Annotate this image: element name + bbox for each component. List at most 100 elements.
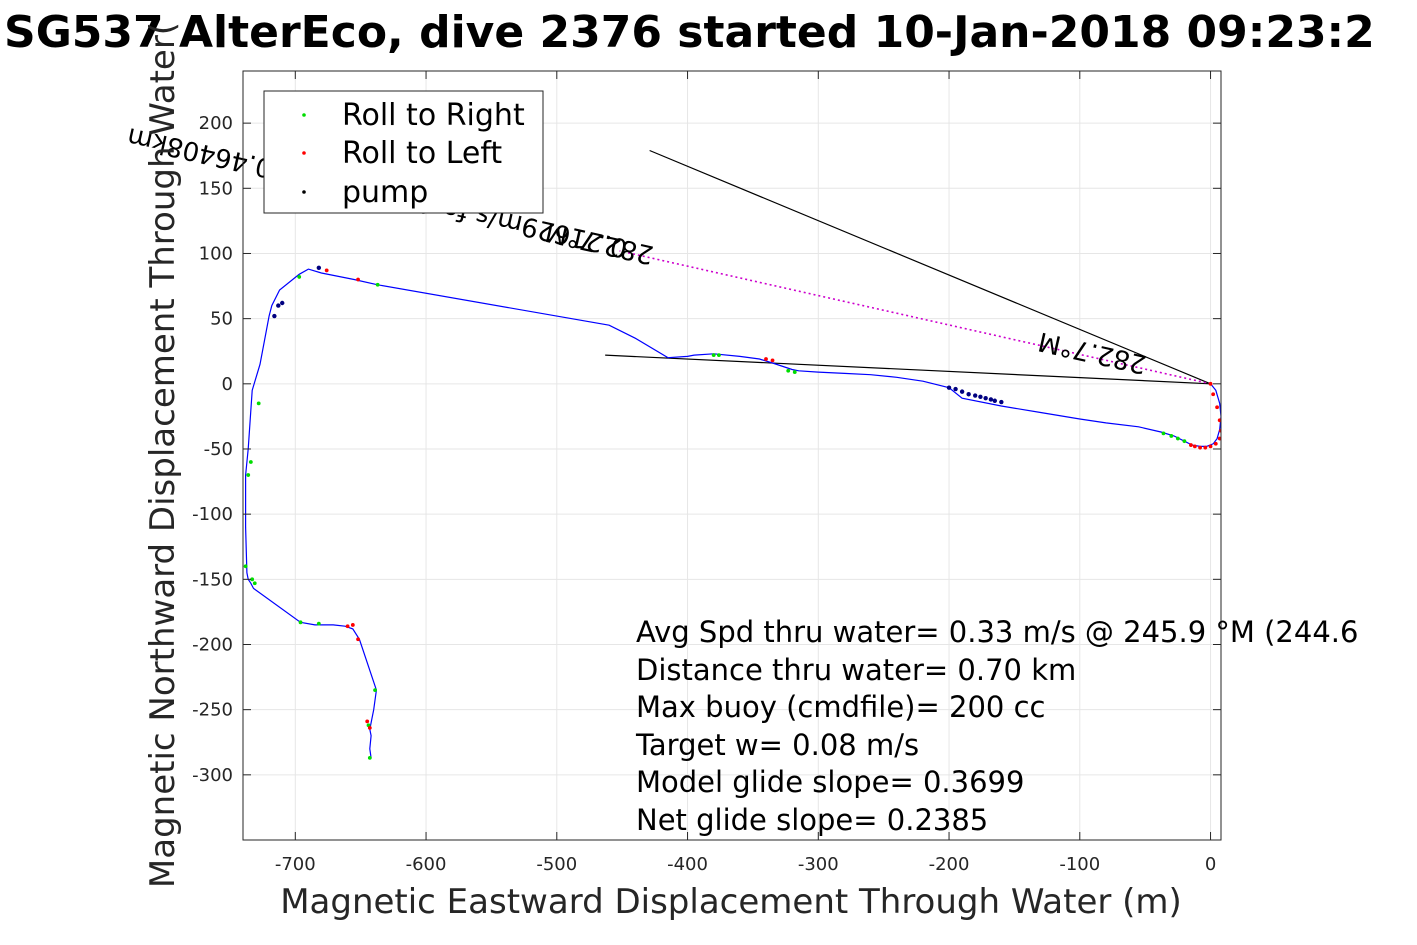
- marker-roll-to-left: [1198, 445, 1202, 450]
- marker-pump: [988, 397, 994, 402]
- marker-pump: [999, 399, 1004, 405]
- marker-roll-to-left: [764, 357, 768, 361]
- marker-roll-to-left: [356, 637, 360, 642]
- legend-marker-pump: [302, 190, 306, 194]
- marker-roll-to-right: [711, 353, 716, 358]
- marker-roll-to-left: [356, 277, 360, 282]
- marker-roll-to-right: [243, 564, 248, 569]
- marker-roll-to-right: [367, 755, 372, 760]
- y-tick-label: -50: [204, 439, 233, 460]
- marker-roll-to-right: [1169, 434, 1174, 438]
- marker-pump: [992, 398, 998, 403]
- y-tick-label: -250: [192, 700, 233, 721]
- marker-roll-to-left: [1208, 381, 1213, 386]
- y-tick-label: -100: [192, 504, 233, 525]
- marker-roll-to-left: [1211, 392, 1216, 397]
- axis-ticks: [243, 71, 1221, 840]
- marker-roll-to-right: [297, 275, 302, 279]
- marker-pump: [316, 265, 322, 271]
- legend: Roll to Right Roll to Left pump: [263, 90, 544, 214]
- marker-roll-to-right: [1161, 431, 1166, 436]
- marker-roll-to-right: [298, 620, 303, 625]
- marker-pump: [946, 385, 952, 390]
- plot-box: [242, 70, 1222, 841]
- legend-marker-roll-left: [302, 151, 306, 155]
- legend-label-roll-right: Roll to Right: [342, 98, 525, 133]
- marker-roll-to-left: [1215, 405, 1219, 410]
- y-tick-label: -150: [192, 569, 233, 590]
- reference-line: [605, 354, 1211, 385]
- marker-roll-to-right: [786, 368, 791, 373]
- legend-box: [263, 90, 544, 214]
- stat-model-glide-slope: Model glide slope= 0.3699: [636, 765, 1024, 799]
- marker-roll-to-right: [248, 460, 253, 464]
- stat-distance: Distance thru water= 0.70 km: [636, 653, 1076, 687]
- legend-label-pump: pump: [342, 175, 428, 210]
- x-axis-title: Magnetic Eastward Displacement Through W…: [280, 882, 1182, 922]
- marker-roll-to-right: [792, 370, 797, 374]
- marker-pump: [978, 394, 983, 400]
- mean-heading-line-path: [619, 250, 1211, 385]
- marker-roll-to-left: [770, 358, 775, 363]
- marker-roll-to-right: [316, 621, 321, 626]
- marker-roll-to-right: [250, 577, 255, 582]
- marker-roll-to-left: [1203, 445, 1208, 450]
- marker-pump: [953, 386, 958, 392]
- grid: [243, 71, 1221, 840]
- marker-pump: [983, 395, 988, 401]
- x-tick-label: -600: [406, 854, 447, 875]
- x-tick-label: -300: [798, 854, 839, 875]
- stat-avg-speed: Avg Spd thru water= 0.33 m/s @ 245.9 °M …: [636, 615, 1358, 649]
- marker-roll-to-left: [367, 726, 372, 730]
- marker-pump: [272, 313, 277, 319]
- marker-roll-to-left: [1217, 418, 1221, 423]
- reference-line: [649, 149, 1211, 385]
- marker-roll-to-right: [1175, 436, 1180, 441]
- marker-pump: [276, 303, 281, 308]
- y-tick-label: 100: [199, 243, 233, 264]
- stat-max-buoy: Max buoy (cmdfile)= 200 cc: [636, 690, 1045, 724]
- marker-roll-to-right: [256, 401, 261, 406]
- x-tick-label: -500: [536, 854, 577, 875]
- mean-heading-line: [619, 250, 1211, 385]
- y-tick-label: 200: [199, 113, 233, 134]
- x-tick-label: -400: [667, 854, 708, 875]
- marker-roll-to-left: [365, 719, 370, 724]
- marker-roll-to-left: [1192, 444, 1197, 449]
- marker-roll-to-left: [345, 624, 350, 629]
- y-tick-labels: -300 -250 -200 -150 -100 -50 0 50 100 150 200: [192, 113, 233, 786]
- y-tick-label: 150: [199, 178, 233, 199]
- legend-marker-roll-right: [302, 113, 306, 117]
- marker-roll-to-right: [252, 581, 257, 586]
- reference-lines: [605, 149, 1211, 385]
- marker-roll-to-left: [1208, 444, 1213, 449]
- dive-stats: Avg Spd thru water= 0.33 m/s @ 245.9 °M …: [635, 615, 1358, 837]
- x-tick-label: 0: [1205, 854, 1216, 875]
- marker-roll-to-right: [375, 282, 380, 287]
- chart-title: SG537 AlterEco, dive 2376 started 10-Jan…: [4, 7, 1375, 58]
- x-tick-label: -100: [1059, 854, 1100, 875]
- stat-net-glide-slope: Net glide slope= 0.2385: [636, 803, 988, 837]
- y-axis-title: Magnetic Northward Displacement Through …: [143, 22, 183, 888]
- marker-roll-to-left: [1217, 436, 1221, 441]
- y-tick-label: 0: [222, 374, 233, 395]
- y-tick-label: -300: [192, 765, 233, 786]
- marker-roll-to-right: [246, 473, 251, 477]
- marker-roll-to-right: [717, 353, 721, 358]
- marker-pump: [959, 389, 965, 394]
- marker-pump: [972, 393, 978, 398]
- marker-series: [243, 143, 1221, 760]
- marker-roll-to-left: [350, 623, 355, 627]
- marker-roll-to-left: [1213, 441, 1218, 446]
- marker-roll-to-left: [324, 268, 329, 273]
- legend-label-roll-left: Roll to Left: [342, 136, 502, 171]
- x-tick-label: -200: [929, 854, 970, 875]
- marker-roll-to-right: [1182, 439, 1187, 444]
- marker-pump: [966, 392, 971, 397]
- marker-roll-to-left: [1189, 443, 1193, 447]
- marker-roll-to-right: [373, 688, 377, 693]
- x-tick-labels: -700 -600 -500 -400 -300 -200 -100 0: [275, 854, 1216, 875]
- x-tick-label: -700: [275, 854, 316, 875]
- stat-target-w: Target w= 0.08 m/s: [635, 728, 919, 762]
